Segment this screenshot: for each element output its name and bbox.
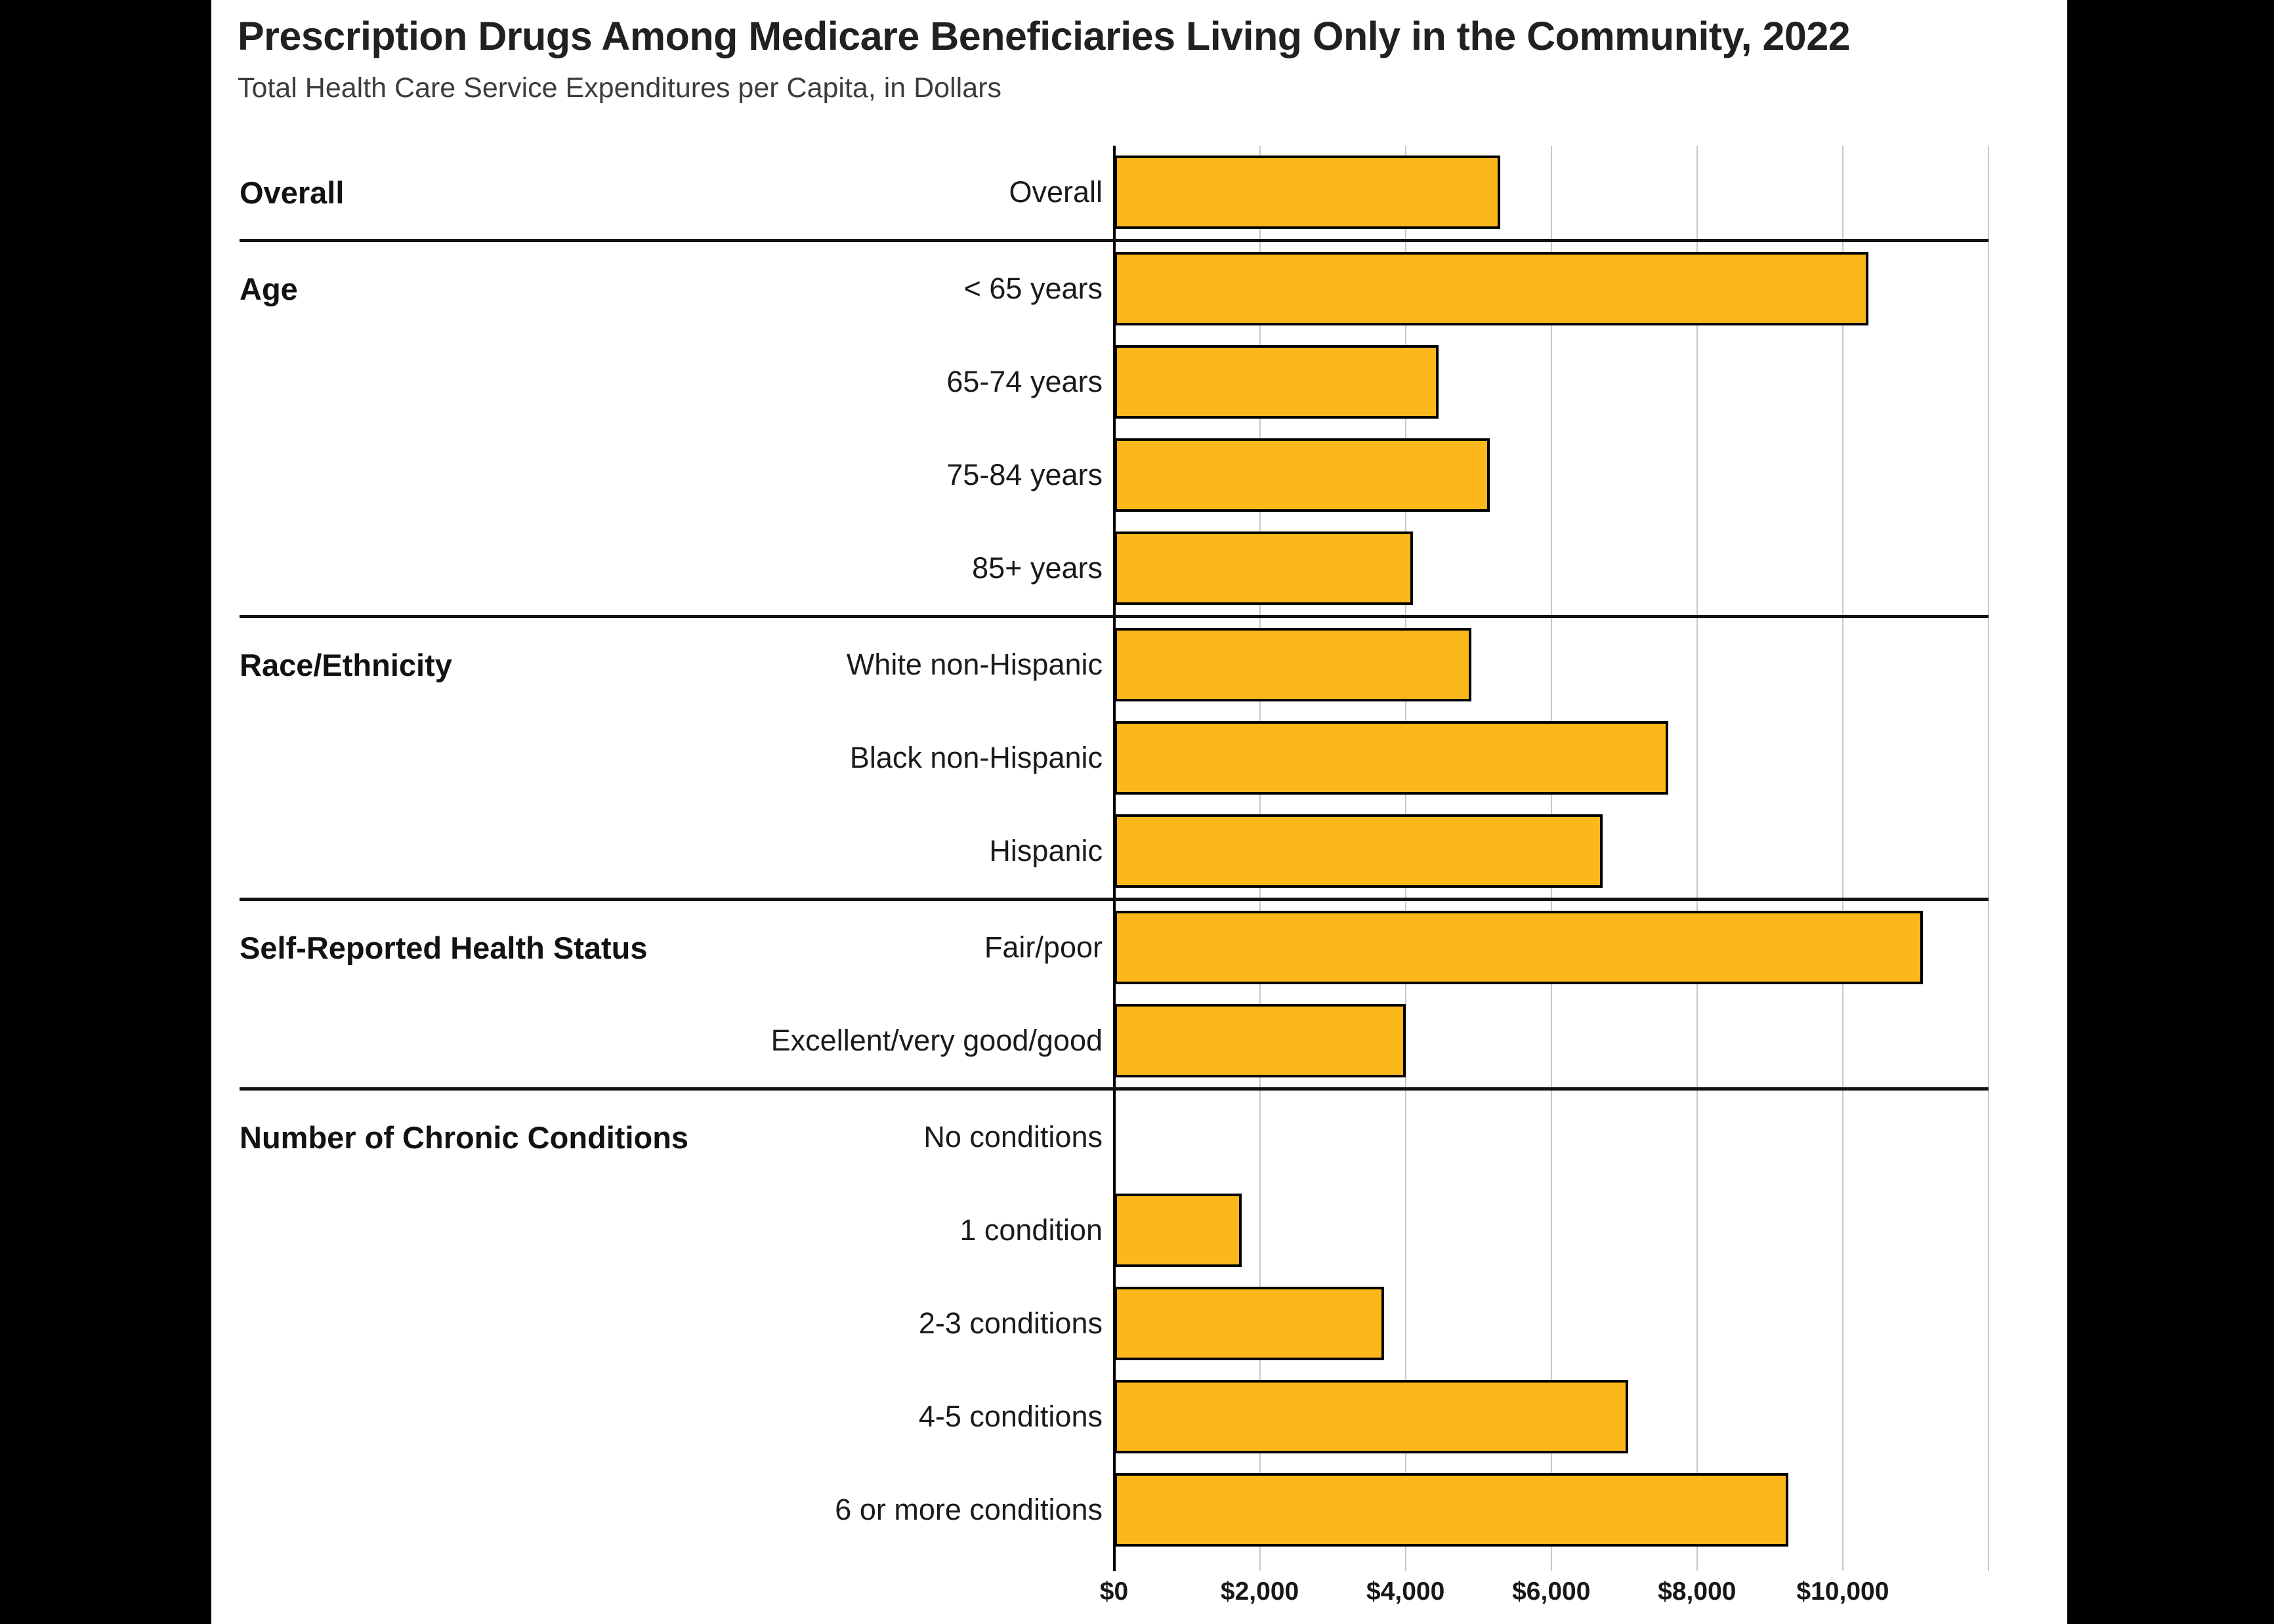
bar-track	[1114, 1100, 1989, 1174]
bar	[1114, 156, 1501, 229]
chart-row: Race/Ethnicity White non-Hispanic	[240, 618, 1989, 711]
bar-track	[1114, 252, 1989, 325]
bar-track	[1114, 911, 1989, 984]
bar	[1114, 1004, 1406, 1077]
chart-subtitle: Total Health Care Service Expenditures p…	[238, 72, 1001, 104]
chart-row: 65-74 years	[240, 335, 1989, 428]
bar	[1114, 1194, 1242, 1267]
row-label: Fair/poor	[984, 930, 1103, 964]
chart-row: 4-5 conditions	[240, 1370, 1989, 1463]
chart-row: 6 or more conditions	[240, 1463, 1989, 1556]
bar	[1114, 252, 1868, 325]
chart-card: Prescription Drugs Among Medicare Benefi…	[211, 0, 2067, 1624]
bar	[1114, 438, 1490, 512]
row-label: Black non-Hispanic	[849, 741, 1103, 774]
chart-rows-area: Overall Overall Age < 65 years 65-74 years 75…	[240, 146, 1989, 1571]
chart-groups: Overall Overall Age < 65 years 65-74 years 75…	[240, 146, 1989, 1556]
group-label: Self-Reported Health Status	[240, 930, 648, 965]
chart-group: Self-Reported Health Status Fair/poor Exce…	[240, 898, 1989, 1087]
group-label-cell: Self-Reported Health Status	[240, 930, 719, 966]
chart-row: 85+ years	[240, 522, 1989, 615]
chart-row: 2-3 conditions	[240, 1277, 1989, 1370]
chart-group: Age < 65 years 65-74 years 75-84 years 85+ y…	[240, 239, 1989, 615]
bar-track	[1114, 814, 1989, 888]
row-label: < 65 years	[963, 272, 1103, 305]
row-label: 4-5 conditions	[918, 1400, 1103, 1433]
bar-track	[1114, 1287, 1989, 1360]
bar	[1114, 531, 1414, 605]
bar-track	[1114, 1004, 1989, 1077]
bar	[1114, 721, 1668, 795]
gridline	[1842, 146, 1843, 1571]
bar	[1114, 1473, 1788, 1547]
row-label: 75-84 years	[946, 458, 1103, 491]
chart-row: Hispanic	[240, 804, 1989, 898]
row-label: No conditions	[923, 1120, 1103, 1154]
chart-row: Overall Overall	[240, 146, 1989, 239]
chart-group: Number of Chronic Conditions No condition…	[240, 1087, 1989, 1556]
bar-track	[1114, 1380, 1989, 1453]
chart-title: Prescription Drugs Among Medicare Benefi…	[238, 14, 1851, 58]
row-label: White non-Hispanic	[846, 648, 1103, 681]
bar	[1114, 1380, 1628, 1453]
x-tick-label: $8,000	[1658, 1577, 1737, 1606]
row-label: 1 condition	[959, 1213, 1103, 1247]
bar	[1114, 628, 1471, 701]
bar	[1114, 814, 1603, 888]
chart-row: Age < 65 years	[240, 242, 1989, 335]
group-label: Age	[240, 271, 298, 306]
row-label: 2-3 conditions	[918, 1306, 1103, 1340]
group-label-cell: Overall	[240, 175, 719, 211]
gridline	[1988, 146, 1989, 1571]
bar	[1114, 1287, 1384, 1360]
x-tick-label: $10,000	[1796, 1577, 1889, 1606]
group-label: Overall	[240, 175, 345, 210]
bar-track	[1114, 345, 1989, 419]
x-tick-label: $6,000	[1512, 1577, 1591, 1606]
gridline	[1696, 146, 1698, 1571]
row-label: 65-74 years	[946, 365, 1103, 398]
bar	[1114, 345, 1439, 419]
x-tick-label: $2,000	[1220, 1577, 1299, 1606]
group-label-cell: Number of Chronic Conditions	[240, 1119, 719, 1156]
bar-track	[1114, 721, 1989, 795]
row-label: 6 or more conditions	[835, 1493, 1103, 1526]
bar-track	[1114, 156, 1989, 229]
x-axis: $0 $2,000 $4,000 $6,000 $8,000 $10,000	[1100, 1573, 1989, 1621]
bar-track	[1114, 1473, 1989, 1547]
chart-group: Overall Overall	[240, 146, 1989, 239]
row-label: Hispanic	[989, 834, 1103, 867]
bar	[1114, 911, 1924, 984]
x-tick-label: $4,000	[1366, 1577, 1445, 1606]
row-label: 85+ years	[972, 551, 1103, 585]
x-tick-label: $0	[1099, 1577, 1129, 1606]
group-label: Race/Ethnicity	[240, 647, 452, 682]
bar-track	[1114, 438, 1989, 512]
bar-track	[1114, 628, 1989, 701]
chart-row: 75-84 years	[240, 428, 1989, 522]
group-label-cell: Age	[240, 271, 719, 307]
row-label: Overall	[1009, 175, 1103, 209]
chart-row: 1 condition	[240, 1184, 1989, 1277]
chart-row: Self-Reported Health Status Fair/poor	[240, 901, 1989, 994]
bar-track	[1114, 1194, 1989, 1267]
y-axis-line	[1112, 146, 1116, 1571]
group-label-cell: Race/Ethnicity	[240, 647, 719, 683]
chart-row: Black non-Hispanic	[240, 711, 1989, 804]
chart-group: Race/Ethnicity White non-Hispanic Black no…	[240, 615, 1989, 898]
bar-chart: Overall Overall Age < 65 years 65-74 years 75…	[240, 146, 1989, 1621]
bar-track	[1114, 531, 1989, 605]
chart-row: Excellent/very good/good	[240, 994, 1989, 1087]
chart-row: Number of Chronic Conditions No condition…	[240, 1091, 1989, 1184]
group-label: Number of Chronic Conditions	[240, 1119, 689, 1155]
row-label: Excellent/very good/good	[770, 1024, 1103, 1057]
